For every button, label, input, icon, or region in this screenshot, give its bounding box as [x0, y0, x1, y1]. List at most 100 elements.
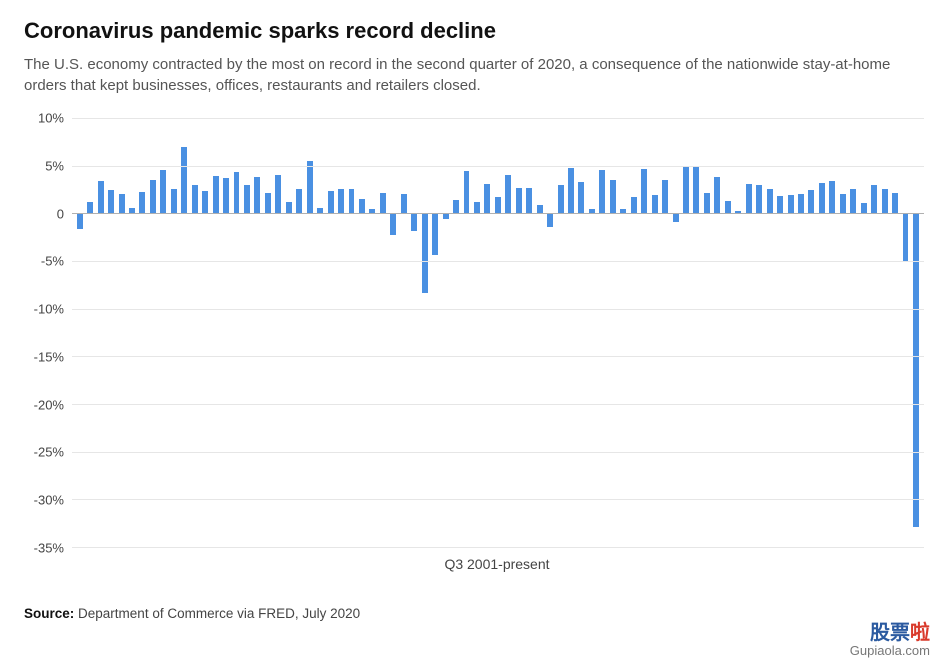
gridline	[72, 118, 924, 119]
bar	[610, 180, 616, 213]
bar-slot	[567, 118, 574, 547]
bar	[599, 170, 605, 213]
bar-slot	[160, 118, 167, 547]
bar-slot	[609, 118, 616, 547]
bar	[683, 166, 689, 214]
bar	[641, 169, 647, 214]
bar	[861, 203, 867, 213]
bar-slot	[348, 118, 355, 547]
bar-slot	[431, 118, 438, 547]
bar-slot	[463, 118, 470, 547]
gridline	[72, 309, 924, 310]
bar-slot	[494, 118, 501, 547]
bar	[484, 184, 490, 214]
bar-slot	[651, 118, 658, 547]
bar	[725, 201, 731, 213]
bar-slot	[766, 118, 773, 547]
bar	[767, 189, 773, 213]
bar-slot	[599, 118, 606, 547]
bar-slot	[557, 118, 564, 547]
chart-title: Coronavirus pandemic sparks record decli…	[24, 18, 922, 44]
bar	[390, 213, 396, 235]
bar-slot	[808, 118, 815, 547]
bar	[537, 205, 543, 214]
bar	[150, 180, 156, 213]
bar-slot	[149, 118, 156, 547]
bar-slot	[316, 118, 323, 547]
bar-slot	[714, 118, 721, 547]
bar-slot	[201, 118, 208, 547]
watermark: 股票啦 Gupiaola.com	[850, 622, 930, 658]
bar-slot	[661, 118, 668, 547]
bars-container	[72, 118, 924, 547]
bar-slot	[630, 118, 637, 547]
bar	[903, 213, 909, 261]
bar-slot	[118, 118, 125, 547]
watermark-url: Gupiaola.com	[850, 644, 930, 658]
bar	[788, 195, 794, 213]
bar-slot	[243, 118, 250, 547]
bar	[349, 189, 355, 213]
chart-subtitle: The U.S. economy contracted by the most …	[24, 54, 894, 96]
bar	[673, 213, 679, 222]
bar	[808, 190, 814, 213]
y-tick-label: 5%	[45, 158, 64, 173]
bar-slot	[191, 118, 198, 547]
bar-slot	[829, 118, 836, 547]
bar	[275, 175, 281, 213]
bar-slot	[421, 118, 428, 547]
bar	[882, 189, 888, 213]
bar	[77, 213, 83, 228]
bar-slot	[275, 118, 282, 547]
bar	[777, 196, 783, 213]
bar-slot	[881, 118, 888, 547]
bar	[160, 170, 166, 213]
bar-slot	[212, 118, 219, 547]
bar-slot	[693, 118, 700, 547]
gridline	[72, 166, 924, 167]
bar-slot	[891, 118, 898, 547]
bar	[453, 200, 459, 213]
bar	[223, 178, 229, 213]
bar-slot	[390, 118, 397, 547]
bar-slot	[755, 118, 762, 547]
bar-slot	[776, 118, 783, 547]
bar	[380, 193, 386, 213]
y-tick-label: 0	[57, 206, 64, 221]
bar-slot	[536, 118, 543, 547]
gridline	[72, 404, 924, 405]
bar	[495, 197, 501, 213]
bar-slot	[578, 118, 585, 547]
bar	[359, 199, 365, 213]
bar-slot	[818, 118, 825, 547]
bar	[181, 147, 187, 214]
bar-slot	[505, 118, 512, 547]
bar-slot	[285, 118, 292, 547]
bar	[411, 213, 417, 231]
bar-slot	[473, 118, 480, 547]
bar-slot	[525, 118, 532, 547]
bar	[547, 213, 553, 226]
bar	[202, 191, 208, 213]
bar	[662, 180, 668, 213]
bar-slot	[442, 118, 449, 547]
watermark-cn: 股票啦	[850, 622, 930, 644]
bar-slot	[411, 118, 418, 547]
bar-slot	[850, 118, 857, 547]
bar	[108, 190, 114, 213]
plot-area	[72, 118, 924, 548]
y-tick-label: 10%	[38, 111, 64, 126]
bar-slot	[264, 118, 271, 547]
chart-area: 10%5%0-5%-10%-15%-20%-25%-30%-35%	[24, 118, 924, 548]
bar	[693, 167, 699, 214]
bar-slot	[358, 118, 365, 547]
bar-slot	[379, 118, 386, 547]
bar	[505, 175, 511, 213]
bar-slot	[107, 118, 114, 547]
bar-slot	[76, 118, 83, 547]
bar-slot	[672, 118, 679, 547]
bar	[422, 213, 428, 293]
bar	[432, 213, 438, 255]
bar-slot	[902, 118, 909, 547]
bar-slot	[296, 118, 303, 547]
